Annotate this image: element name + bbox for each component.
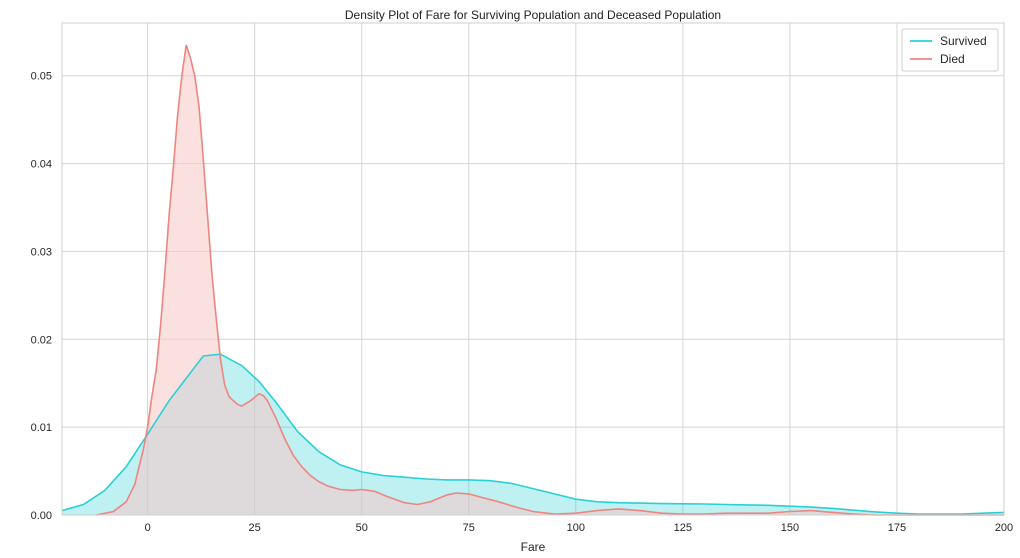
x-tick-label: 25: [249, 522, 261, 534]
y-tick-labels: 0.00 0.01 0.02 0.03 0.04 0.05: [31, 71, 52, 522]
x-tick-label: 125: [674, 522, 692, 534]
x-tick-label: 100: [567, 522, 585, 534]
chart-title: Density Plot of Fare for Surviving Popul…: [345, 8, 721, 22]
x-tick-label: 175: [888, 522, 906, 534]
legend-label-died: Died: [940, 52, 965, 66]
density-areas: [62, 45, 1005, 515]
plot-frame: [61, 22, 1005, 516]
area-died: [96, 45, 1005, 515]
legend-label-survived: Survived: [940, 34, 987, 48]
x-tick-label: 200: [995, 522, 1013, 534]
x-tick-label: 50: [356, 522, 368, 534]
x-axis-label: Fare: [521, 540, 546, 554]
x-tick-label: 150: [781, 522, 799, 534]
x-tick-labels: 0 25 50 75 100 125 150 175 200: [145, 522, 1014, 534]
x-tick-label: 75: [463, 522, 475, 534]
legend-box: [901, 28, 999, 72]
y-tick-label: 0.05: [31, 71, 52, 83]
y-tick-label: 0.03: [31, 246, 52, 258]
density-lines: [61, 44, 1005, 516]
y-tick-label: 0.04: [31, 159, 52, 171]
line-survived: [61, 353, 1005, 515]
y-tick-label: 0.01: [31, 422, 52, 434]
y-tick-label: 0.02: [31, 334, 52, 346]
line-died: [96, 44, 1004, 516]
y-tick-label: 0.00: [31, 510, 52, 522]
x-tick-label: 0: [145, 522, 151, 534]
legend: Survived Died: [901, 28, 999, 72]
